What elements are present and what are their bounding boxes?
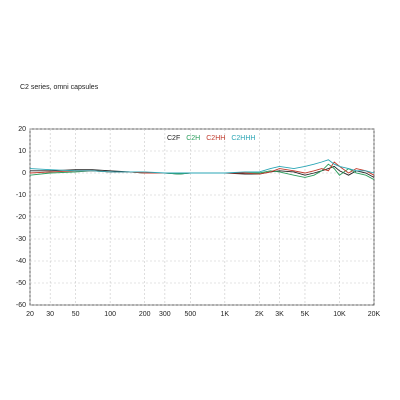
x-tick-label: 30 (46, 311, 54, 318)
x-tick-label: 5K (301, 311, 310, 318)
y-tick-label: -20 (16, 214, 26, 221)
y-tick-label: -40 (16, 258, 26, 265)
x-tick-label: 10K (333, 311, 346, 318)
x-tick-label: 20K (368, 311, 381, 318)
series-line (29, 163, 375, 180)
y-tick-label: -50 (16, 280, 26, 287)
chart-title: C2 series, omni capsules (20, 84, 99, 91)
legend-entry: C2H (186, 135, 200, 142)
x-tick-label: 50 (72, 311, 80, 318)
y-tick-label: 20 (18, 126, 26, 133)
legend-entry: C2HHH (231, 135, 255, 142)
legend-entry: C2HH (206, 135, 225, 142)
series-line (29, 159, 375, 174)
x-tick-label: 20 (26, 311, 34, 318)
y-tick-label: 10 (18, 148, 26, 155)
x-tick-label: 300 (159, 311, 171, 318)
x-tick-label: 500 (184, 311, 196, 318)
y-tick-label: -30 (16, 236, 26, 243)
x-tick-label: 3K (275, 311, 284, 318)
y-tick-label: -10 (16, 192, 26, 199)
x-tick-label: 1K (221, 311, 230, 318)
x-tick-label: 100 (104, 311, 116, 318)
x-tick-label: 200 (139, 311, 151, 318)
y-tick-label: 0 (22, 170, 26, 177)
x-tick-label: 2K (255, 311, 264, 318)
y-tick-label: -60 (16, 302, 26, 309)
legend-entry: C2F (167, 135, 180, 142)
